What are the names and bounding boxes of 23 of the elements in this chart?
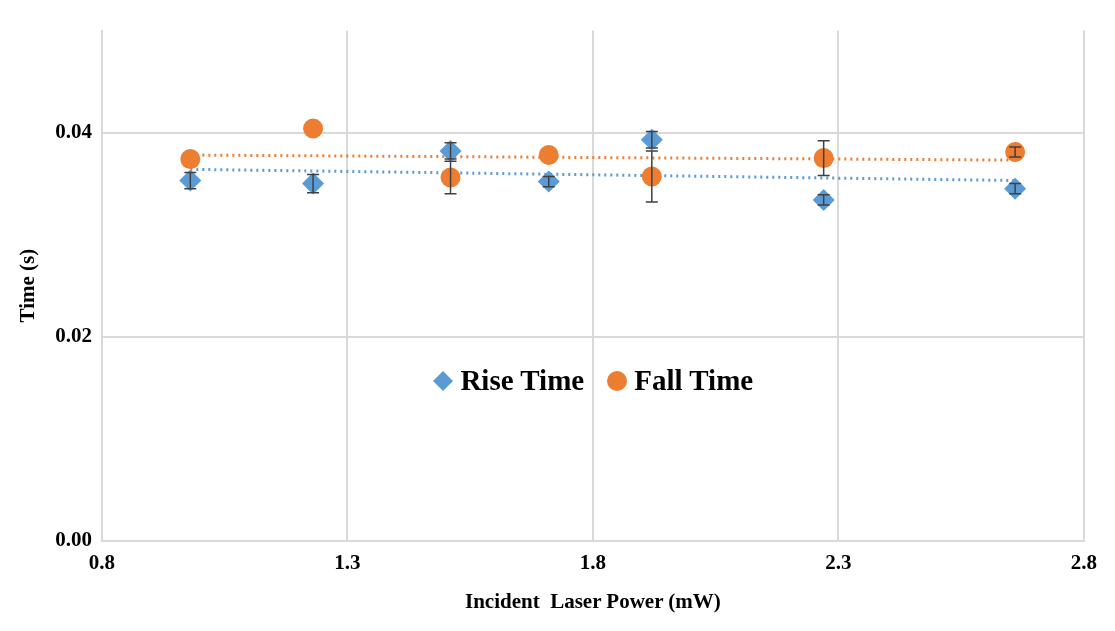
point: [303, 118, 324, 139]
point: [1005, 141, 1026, 162]
x-tick-label: 1.3: [334, 549, 361, 574]
x-tick-label: 2.3: [825, 549, 852, 574]
point: [302, 172, 325, 195]
point: [537, 170, 560, 193]
y-tick-label: 0.04: [55, 119, 93, 144]
legend-label: Rise Time: [460, 364, 585, 398]
x-tick-label: 0.8: [88, 549, 116, 574]
y-axis-title: Time (s): [15, 248, 40, 323]
point: [538, 145, 559, 166]
y-tick-label: 0.02: [55, 323, 92, 348]
point: [180, 149, 201, 170]
x-tick-label: 2.8: [1070, 549, 1097, 574]
legend-label: Fall Time: [634, 364, 754, 398]
x-tick-label: 1.8: [579, 549, 607, 574]
y-tick-label: 0.00: [55, 527, 92, 552]
point: [640, 128, 663, 151]
point: [440, 167, 461, 188]
point: [813, 148, 834, 169]
point: [812, 188, 835, 211]
point: [1004, 177, 1027, 200]
x-axis-title: Incident Laser Power (mW): [464, 588, 721, 613]
